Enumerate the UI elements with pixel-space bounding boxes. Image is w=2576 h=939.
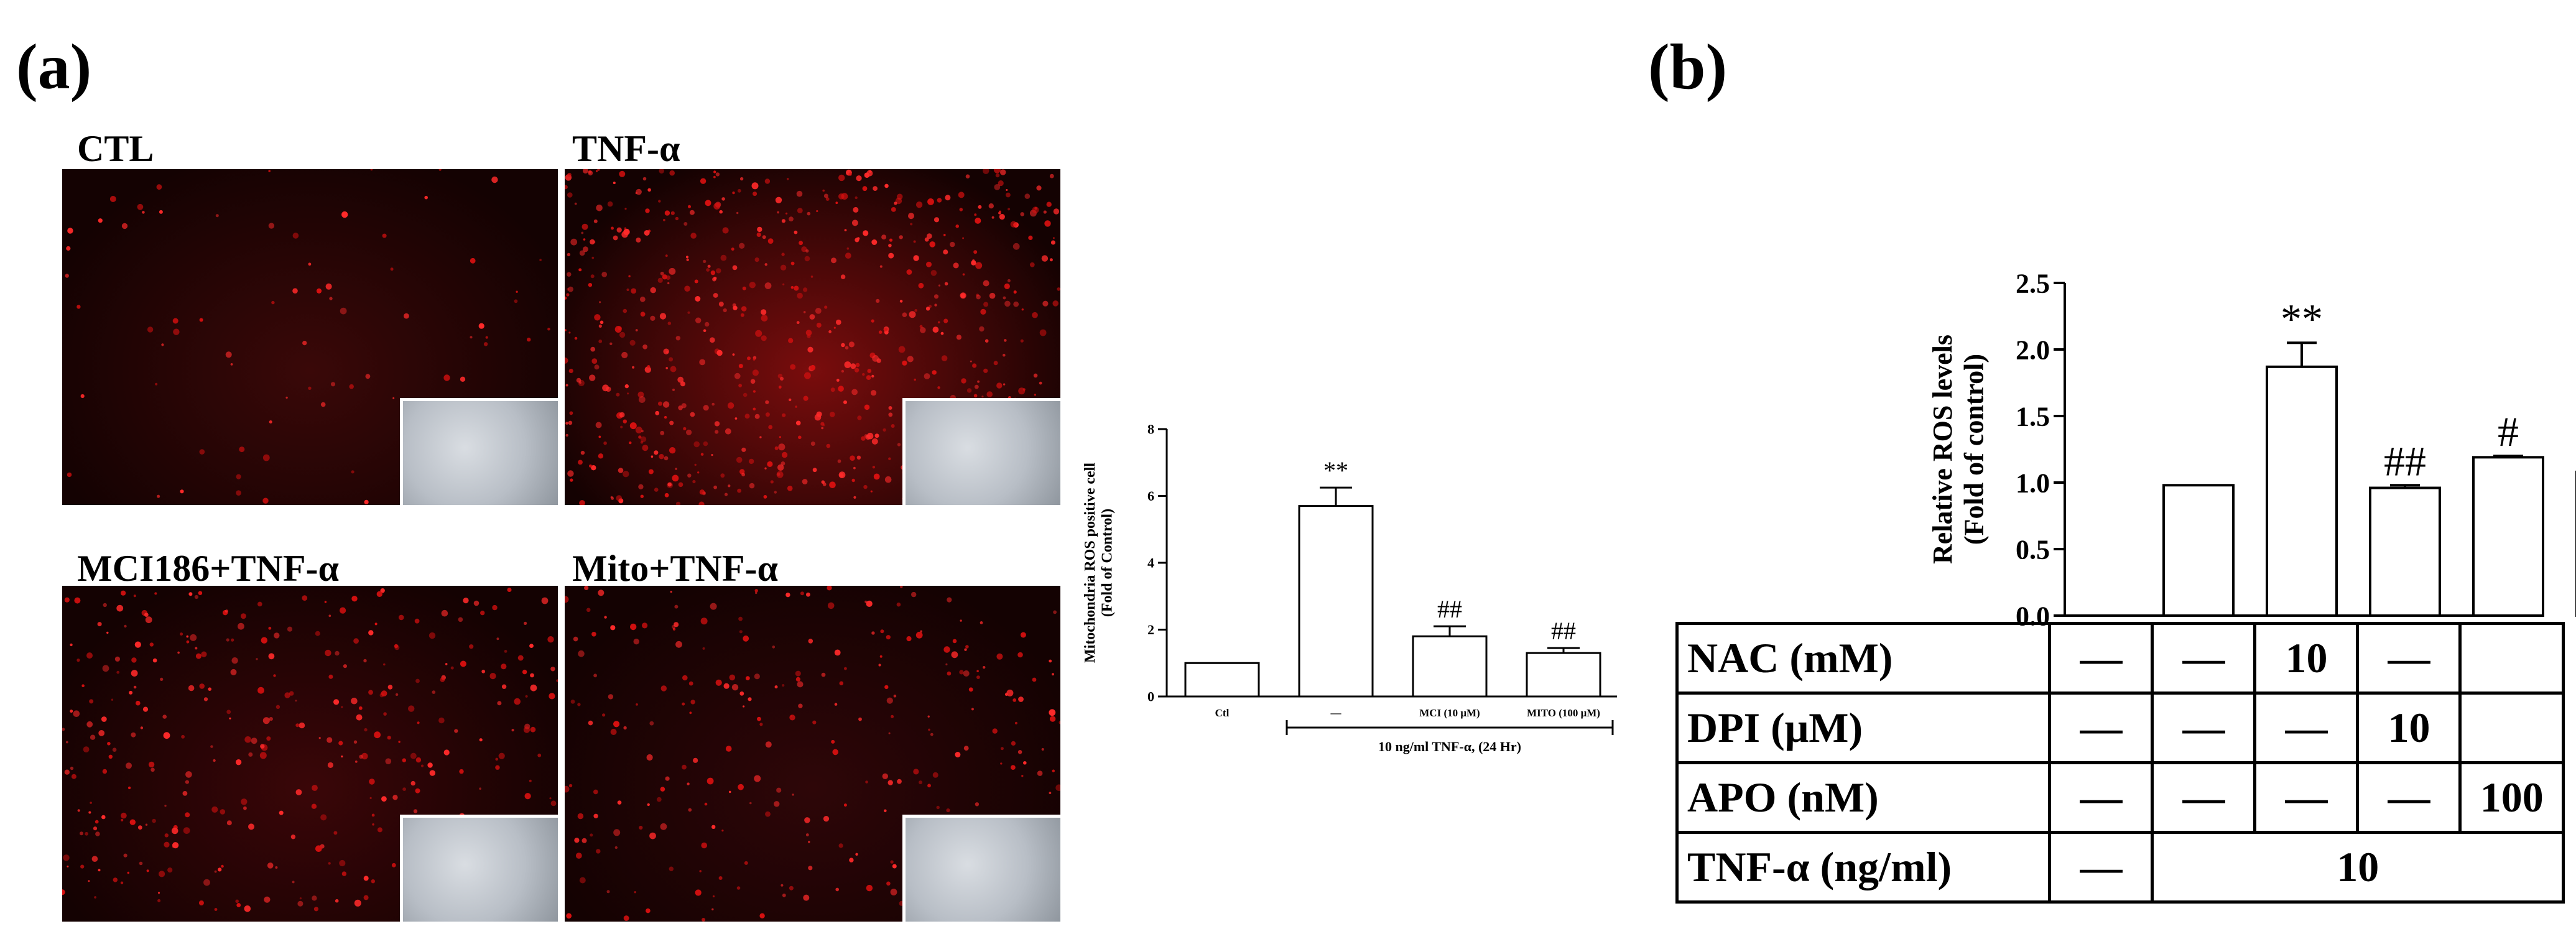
row-label-dpi: DPI (μM) xyxy=(1675,692,2052,764)
significance-label: # xyxy=(2498,408,2519,455)
bar xyxy=(2162,484,2235,618)
y-axis-label: (Fold of Control) xyxy=(1100,509,1116,617)
y-axis-label: Relative ROS levels xyxy=(1927,335,1958,564)
y-axis-label: Mitochondria ROS positive cell xyxy=(1082,463,1098,663)
row-label-tnf: TNF-α (ng/ml) xyxy=(1675,831,2052,904)
bar xyxy=(1412,635,1488,698)
row-label-apo: APO (nM) xyxy=(1675,761,2052,834)
table-cell: — xyxy=(2048,831,2154,904)
category-label: MITO (100 μM) xyxy=(1527,707,1600,719)
brightfield-inset xyxy=(400,398,558,505)
bar xyxy=(1184,662,1260,698)
category-label: — xyxy=(1330,707,1342,719)
y-tick-label: 1.0 xyxy=(2016,468,2050,498)
table-cell: — xyxy=(2048,761,2154,834)
table-cell: — xyxy=(2356,761,2462,834)
table-cell: — xyxy=(2048,692,2154,764)
image-label-mito: Mito+TNF-α xyxy=(572,548,778,589)
image-label-mci: MCI186+TNF-α xyxy=(77,548,339,589)
table-row-nac: NAC (mM) — — 10 — xyxy=(1675,622,2565,695)
y-tick-label: 8 xyxy=(1147,422,1154,437)
y-axis-label: (Fold of control) xyxy=(1959,354,1990,545)
table-row-dpi: DPI (μM) — — — 10 xyxy=(1675,692,2565,764)
bar xyxy=(1298,505,1374,698)
brightfield-inset xyxy=(902,815,1060,922)
micrograph-ctl xyxy=(62,169,558,505)
table-cell: — xyxy=(2253,761,2360,834)
category-label: MCI (10 μM) xyxy=(1419,707,1480,719)
condition-table: NAC (mM) — — 10 — DPI (μM) — — — 10 APO … xyxy=(1675,622,2565,904)
significance-label: ** xyxy=(1323,456,1348,484)
brightfield-inset xyxy=(902,398,1060,505)
y-tick-label: 2.0 xyxy=(2016,335,2050,365)
table-cell: — xyxy=(2253,692,2360,764)
y-tick-label: 2 xyxy=(1147,622,1154,637)
significance-label: ## xyxy=(2384,437,2426,484)
panel-a-label: (a) xyxy=(16,31,92,103)
fluorescence-speckles xyxy=(65,169,550,505)
significance-label: ## xyxy=(1437,595,1462,623)
micrograph-mci xyxy=(62,586,558,922)
bar xyxy=(2472,456,2544,618)
table-row-apo: APO (nM) — — — — 100 xyxy=(1675,761,2565,834)
image-label-ctl: CTL xyxy=(77,128,154,169)
y-tick-label: 0.5 xyxy=(2016,534,2050,565)
y-tick-label: 6 xyxy=(1147,488,1154,504)
table-cell xyxy=(2458,692,2565,764)
fluorescence-speckles xyxy=(565,169,1060,505)
micrograph-tnf xyxy=(565,169,1060,505)
y-tick-label: 4 xyxy=(1147,555,1154,571)
table-cell: 10 xyxy=(2356,692,2462,764)
brightfield-inset xyxy=(400,815,558,922)
table-cell: 100 xyxy=(2458,761,2565,834)
table-cell: — xyxy=(2151,761,2257,834)
panel-b-label: (b) xyxy=(1648,31,1728,103)
table-cell: — xyxy=(2151,622,2257,695)
significance-label: ** xyxy=(2281,295,2323,342)
table-cell: — xyxy=(2356,622,2462,695)
y-tick-label: 2.5 xyxy=(2016,268,2050,298)
table-cell xyxy=(2458,622,2565,695)
table-cell: 10 xyxy=(2253,622,2360,695)
table-cell: — xyxy=(2048,622,2154,695)
image-label-tnf: TNF-α xyxy=(572,128,680,169)
table-row-tnf: TNF-α (ng/ml) — 10 xyxy=(1675,831,2565,904)
y-tick-label: 0 xyxy=(1147,689,1154,705)
group-label: 10 ng/ml TNF-α, (24 Hr) xyxy=(1378,739,1521,754)
bar xyxy=(1526,652,1601,698)
significance-label: ## xyxy=(1551,617,1576,645)
table-cell: — xyxy=(2151,692,2257,764)
bar xyxy=(2266,365,2338,617)
y-tick-label: 1.5 xyxy=(2016,401,2050,432)
table-cell: 10 xyxy=(2151,831,2565,904)
micrograph-mito xyxy=(565,586,1060,922)
row-label-nac: NAC (mM) xyxy=(1675,622,2052,695)
bar xyxy=(2369,486,2441,617)
category-label: Ctl xyxy=(1215,707,1230,719)
